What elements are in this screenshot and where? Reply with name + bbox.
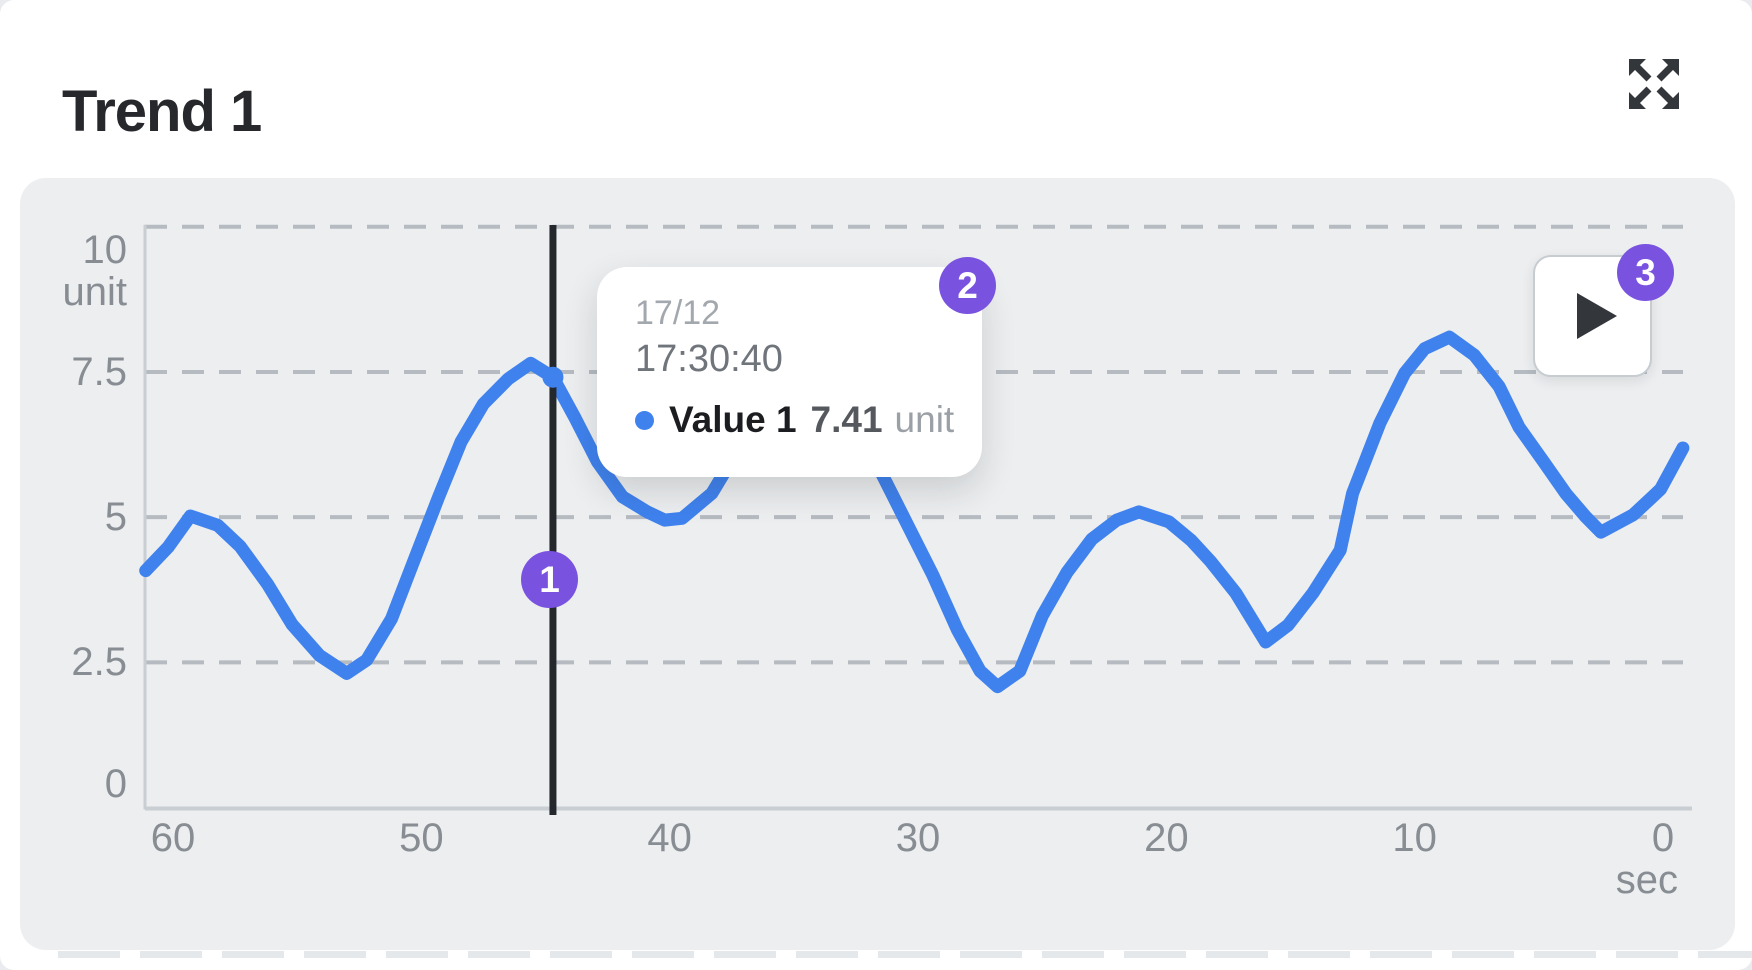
series-line-value-1	[139, 330, 1690, 694]
x-tick-label-60: 60	[150, 816, 196, 860]
y-tick-label-2.5: 2.5	[71, 640, 127, 685]
annotation-badge-1: 1	[521, 551, 578, 608]
chart-tooltip: 17/12 17:30:40 Value 1 7.41 unit	[597, 267, 982, 477]
play-icon	[1576, 293, 1617, 339]
x-tick-label-10: 10	[1392, 816, 1437, 860]
x-tick-label-40: 40	[647, 816, 692, 860]
annotation-badge-3: 3	[1617, 244, 1674, 301]
y-tick-label-10: 10	[82, 227, 128, 272]
next-panel-edge	[58, 951, 1752, 958]
tooltip-unit: unit	[894, 399, 955, 440]
y-tick-label-7.5: 7.5	[71, 349, 127, 394]
tooltip-series-name: Value 1	[669, 399, 797, 440]
series-color-dot-icon	[635, 410, 654, 430]
tooltip-value-row: Value 1 7.41 unit	[635, 399, 982, 441]
x-axis-unit-label: sec	[1615, 858, 1678, 902]
x-tick-label-20: 20	[1144, 816, 1189, 860]
y-axis-unit-label: unit	[62, 270, 128, 314]
tooltip-value: 7.41	[810, 399, 883, 440]
annotation-badge-2: 2	[939, 257, 996, 314]
page-title: Trend 1	[62, 78, 262, 144]
expand-arrows-icon	[1622, 59, 1686, 119]
y-tick-label-0: 0	[104, 761, 127, 806]
x-tick-label-50: 50	[399, 816, 444, 860]
x-tick-label-30: 30	[895, 816, 941, 860]
expand-button[interactable]	[1622, 52, 1686, 116]
tooltip-time: 17:30:40	[635, 338, 783, 380]
tooltip-date: 17/12	[635, 294, 721, 332]
x-tick-label-0: 0	[1651, 816, 1675, 860]
y-tick-label-5: 5	[104, 495, 127, 540]
cursor-data-point	[542, 366, 564, 388]
